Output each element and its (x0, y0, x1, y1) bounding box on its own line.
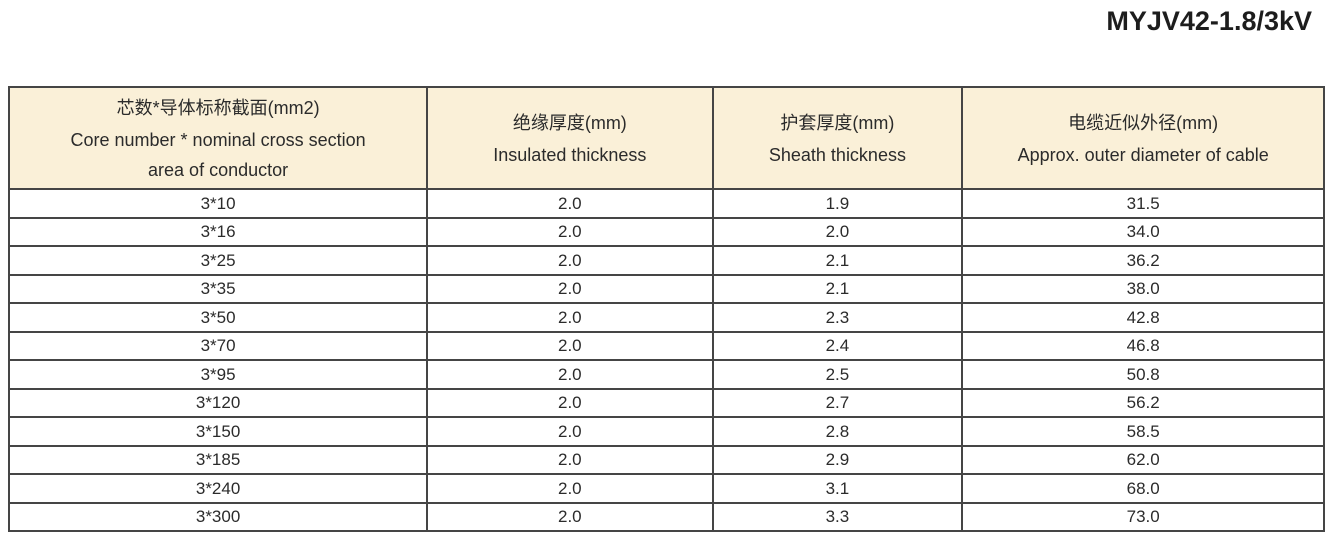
table-cell: 2.0 (426, 216, 714, 247)
table-cell: 2.0 (426, 416, 714, 447)
table-cell: 2.0 (426, 387, 714, 418)
table-cell: 2.8 (711, 416, 964, 447)
table-cell: 68.0 (961, 473, 1325, 504)
table-cell: 3*16 (7, 216, 429, 247)
table-cell: 38.0 (961, 273, 1325, 304)
col-header-insulated-thickness: 绝缘厚度(mm) Insulated thickness (426, 86, 714, 190)
table-cell: 34.0 (961, 216, 1325, 247)
table-row: 3*35 2.0 2.1 38.0 (7, 273, 1325, 304)
table-cell: 2.1 (711, 273, 964, 304)
table-cell: 2.0 (426, 273, 714, 304)
table-row: 3*120 2.0 2.7 56.2 (7, 387, 1325, 418)
header-row: 芯数*导体标称截面(mm2) Core number * nominal cro… (7, 86, 1325, 190)
table-cell: 3.3 (711, 501, 964, 532)
col-header-outer-diameter-zh: 电缆近似外径(mm) (1068, 112, 1219, 133)
table-cell: 3*50 (7, 302, 429, 333)
cable-spec-table: 芯数*导体标称截面(mm2) Core number * nominal cro… (7, 86, 1325, 532)
table-cell: 3*120 (7, 387, 429, 418)
table-cell: 2.0 (426, 245, 714, 276)
col-header-sheath-thickness-en: Sheath thickness (768, 144, 906, 165)
col-header-core-section: 芯数*导体标称截面(mm2) Core number * nominal cro… (7, 86, 429, 190)
col-header-outer-diameter-en: Approx. outer diameter of cable (1017, 144, 1269, 165)
table-cell: 58.5 (961, 416, 1325, 447)
table-cell: 62.0 (961, 444, 1325, 475)
table-row: 3*150 2.0 2.8 58.5 (7, 416, 1325, 447)
table-cell: 50.8 (961, 359, 1325, 390)
table-cell: 2.7 (711, 387, 964, 418)
col-header-insulated-thickness-zh: 绝缘厚度(mm) (512, 112, 627, 133)
table-cell: 3*25 (7, 245, 429, 276)
table-cell: 3.1 (711, 473, 964, 504)
col-header-sheath-thickness-zh: 护套厚度(mm) (780, 112, 895, 133)
table-cell: 3*150 (7, 416, 429, 447)
table-cell: 3*240 (7, 473, 429, 504)
table-cell: 42.8 (961, 302, 1325, 333)
table-cell: 2.0 (711, 216, 964, 247)
table-cell: 2.0 (426, 473, 714, 504)
cable-model-title: MYJV42-1.8/3kV (1106, 6, 1312, 36)
table-cell: 2.3 (711, 302, 964, 333)
table-cell: 2.0 (426, 302, 714, 333)
table-body: 3*10 2.0 1.9 31.5 3*16 2.0 2.0 34.0 3*25 2.0 2.1 36… (7, 188, 1325, 532)
table-cell: 2.4 (711, 330, 964, 361)
table-cell: 1.9 (711, 188, 964, 219)
table-row: 3*185 2.0 2.9 62.0 (7, 444, 1325, 475)
col-header-outer-diameter: 电缆近似外径(mm) Approx. outer diameter of cab… (961, 86, 1325, 190)
table-row: 3*240 2.0 3.1 68.0 (7, 473, 1325, 504)
table-cell: 56.2 (961, 387, 1325, 418)
table-cell: 2.1 (711, 245, 964, 276)
table-cell: 3*35 (7, 273, 429, 304)
table-row: 3*10 2.0 1.9 31.5 (7, 188, 1325, 219)
table-row: 3*25 2.0 2.1 36.2 (7, 245, 1325, 276)
table-cell: 3*10 (7, 188, 429, 219)
table-cell: 36.2 (961, 245, 1325, 276)
table-row: 3*70 2.0 2.4 46.8 (7, 330, 1325, 361)
table-row: 3*95 2.0 2.5 50.8 (7, 359, 1325, 390)
table-row: 3*50 2.0 2.3 42.8 (7, 302, 1325, 333)
col-header-core-section-en: Core number * nominal cross section area… (70, 129, 366, 180)
table-row: 3*300 2.0 3.3 73.0 (7, 501, 1325, 532)
table-cell: 46.8 (961, 330, 1325, 361)
table-row: 3*16 2.0 2.0 34.0 (7, 216, 1325, 247)
table-cell: 3*95 (7, 359, 429, 390)
col-header-insulated-thickness-en: Insulated thickness (493, 144, 647, 165)
table-header: 芯数*导体标称截面(mm2) Core number * nominal cro… (7, 86, 1325, 190)
table-cell: 2.0 (426, 330, 714, 361)
table-cell: 2.9 (711, 444, 964, 475)
col-header-core-section-zh: 芯数*导体标称截面(mm2) (116, 97, 320, 118)
col-header-sheath-thickness: 护套厚度(mm) Sheath thickness (711, 86, 964, 190)
table-cell: 2.5 (711, 359, 964, 390)
table-cell: 31.5 (961, 188, 1325, 219)
table-cell: 2.0 (426, 359, 714, 390)
table-cell: 2.0 (426, 188, 714, 219)
table-cell: 2.0 (426, 444, 714, 475)
table-cell: 3*185 (7, 444, 429, 475)
table-cell: 3*300 (7, 501, 429, 532)
table-cell: 73.0 (961, 501, 1325, 532)
table-cell: 3*70 (7, 330, 429, 361)
table-cell: 2.0 (426, 501, 714, 532)
